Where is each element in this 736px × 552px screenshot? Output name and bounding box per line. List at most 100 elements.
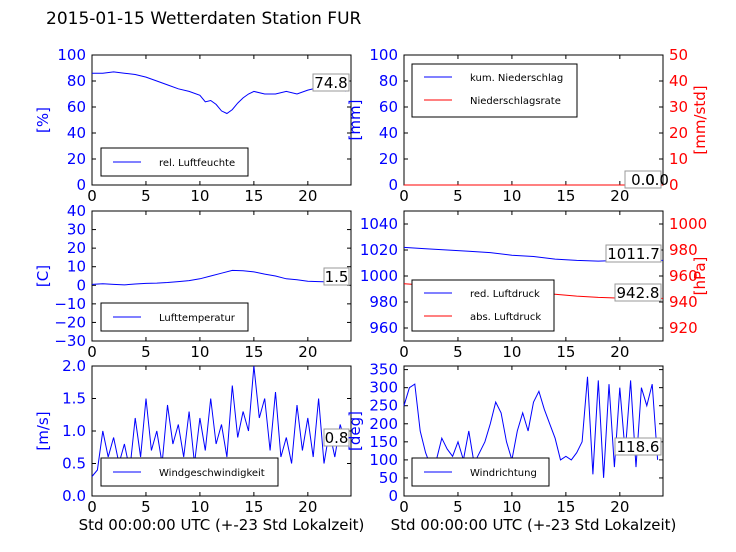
- x-tick-label: 0: [399, 498, 409, 516]
- current-value-box: [323, 267, 350, 286]
- y-tick-label: 20: [67, 150, 86, 168]
- y-tick-label: 40: [67, 202, 86, 220]
- y-tick-label: 20: [67, 239, 86, 257]
- y-tick-label: −30: [54, 332, 86, 350]
- x-tick-label: 15: [244, 187, 263, 205]
- y-axis-label: [C]: [34, 265, 52, 287]
- y-tick-label: 350: [369, 361, 398, 379]
- x-axis-label: Std 00:00:00 UTC (+-23 Std Lokalzeit): [79, 516, 365, 534]
- current-value-box: [323, 428, 350, 447]
- y-axis-label: [deg]: [346, 411, 364, 451]
- series-line-0: [92, 71, 346, 115]
- chart-panel-precipitation: 0 5 10 15 20 0 20 40 60 80 100 0 10 20 30 40 50 [mm/std] […: [346, 46, 709, 205]
- y2-axis-label: [hPa]: [691, 257, 709, 296]
- legend-label: red. Luftdruck: [470, 289, 540, 300]
- legend-label: Windgeschwindigkeit: [159, 468, 265, 479]
- x-tick-label: 20: [610, 498, 629, 516]
- current-value: 0.8: [325, 429, 349, 447]
- y-tick-label: 300: [369, 379, 398, 397]
- current-value-2-box: [614, 283, 662, 302]
- y-tick-label: 60: [379, 98, 398, 116]
- y-tick-label: 200: [369, 415, 398, 433]
- y-tick-label: −20: [54, 313, 86, 331]
- current-value: 0.0: [631, 171, 655, 189]
- y-tick-label: 40: [67, 124, 86, 142]
- y-tick-label: 0.5: [62, 455, 86, 473]
- y2-tick-label: 980: [669, 241, 698, 259]
- current-value: 1.5: [325, 268, 349, 286]
- x-tick-label: 15: [556, 187, 575, 205]
- current-value: 118.6: [617, 438, 660, 456]
- y2-tick-label: 0: [669, 176, 679, 194]
- figure-title: 2015-01-15 Wetterdaten Station FUR: [46, 9, 362, 29]
- y-axis-label: [m/s]: [34, 411, 52, 450]
- x-tick-label: 15: [244, 343, 263, 361]
- y-tick-label: 1000: [360, 267, 398, 285]
- x-tick-label: 20: [298, 498, 317, 516]
- y-tick-label: 20: [379, 150, 398, 168]
- x-tick-label: 10: [502, 187, 521, 205]
- x-tick-label: 0: [399, 343, 409, 361]
- current-value-2: 942.8: [617, 284, 660, 302]
- y2-tick-label: 10: [669, 150, 688, 168]
- y-tick-label: 1040: [360, 215, 398, 233]
- legend-label: Windrichtung: [470, 468, 537, 479]
- x-tick-label: 10: [190, 343, 209, 361]
- y-tick-label: 960: [369, 319, 398, 337]
- y-axis-label: [%]: [34, 107, 52, 133]
- y-tick-label: 0: [388, 487, 398, 505]
- legend-label: rel. Luftfeuchte: [159, 158, 235, 169]
- y-tick-label: 60: [67, 98, 86, 116]
- y-axis-label: [mm]: [346, 100, 364, 141]
- x-tick-label: 5: [453, 498, 463, 516]
- legend-label: kum. Niederschlag: [470, 73, 563, 84]
- y2-tick-label: 30: [669, 98, 688, 116]
- x-tick-label: 10: [502, 498, 521, 516]
- legend-label: Lufttemperatur: [159, 313, 236, 324]
- y2-tick-label: 940: [669, 293, 698, 311]
- legend-box: [411, 63, 578, 118]
- y2-tick-label: 920: [669, 319, 698, 337]
- x-tick-label: 5: [141, 187, 151, 205]
- y-tick-label: 80: [67, 72, 86, 90]
- y-tick-label: −10: [54, 295, 86, 313]
- y2-tick-label: 50: [669, 46, 688, 64]
- x-tick-label: 5: [453, 343, 463, 361]
- x-tick-label: 5: [453, 187, 463, 205]
- y-tick-label: 40: [379, 124, 398, 142]
- x-tick-label: 5: [141, 343, 151, 361]
- y-tick-label: 0: [388, 176, 398, 194]
- y-tick-label: 100: [369, 46, 398, 64]
- x-tick-label: 10: [502, 343, 521, 361]
- y2-tick-label: 20: [669, 124, 688, 142]
- x-tick-label: 10: [190, 187, 209, 205]
- x-tick-label: 0: [87, 343, 97, 361]
- y-tick-label: 10: [67, 258, 86, 276]
- x-tick-label: 0: [87, 187, 97, 205]
- x-tick-label: 20: [610, 187, 629, 205]
- current-value-box: [614, 437, 662, 456]
- series-line-0: [91, 365, 347, 477]
- current-value-2: 0.0: [645, 171, 669, 189]
- y2-tick-label: 960: [669, 267, 698, 285]
- current-value: 1011.7: [607, 245, 660, 263]
- y-tick-label: 100: [57, 46, 86, 64]
- x-tick-label: 0: [87, 498, 97, 516]
- current-value: 74.8: [314, 74, 347, 92]
- x-tick-label: 20: [610, 343, 629, 361]
- y-tick-label: 250: [369, 397, 398, 415]
- y-tick-label: 1020: [360, 241, 398, 259]
- y2-axis-label: [mm/std]: [691, 85, 709, 154]
- x-tick-label: 10: [190, 498, 209, 516]
- chart-panel-pressure: 0 5 10 15 20 960 980 1000 1020 1040 920 940 960 980 10…: [360, 210, 709, 361]
- y-tick-label: 80: [379, 72, 398, 90]
- y-tick-label: 0.0: [62, 487, 86, 505]
- y-tick-label: 0: [76, 176, 86, 194]
- current-value-box: [624, 170, 662, 189]
- x-tick-label: 15: [556, 343, 575, 361]
- y-tick-label: 30: [67, 221, 86, 239]
- chart-panel-windspeed: 0 5 10 15 20 0.0 0.5 1.0 1.5 2.0 [m/s] Std 00:00:00…: [34, 357, 364, 534]
- y-tick-label: 50: [379, 469, 398, 487]
- current-value-box: [605, 244, 662, 263]
